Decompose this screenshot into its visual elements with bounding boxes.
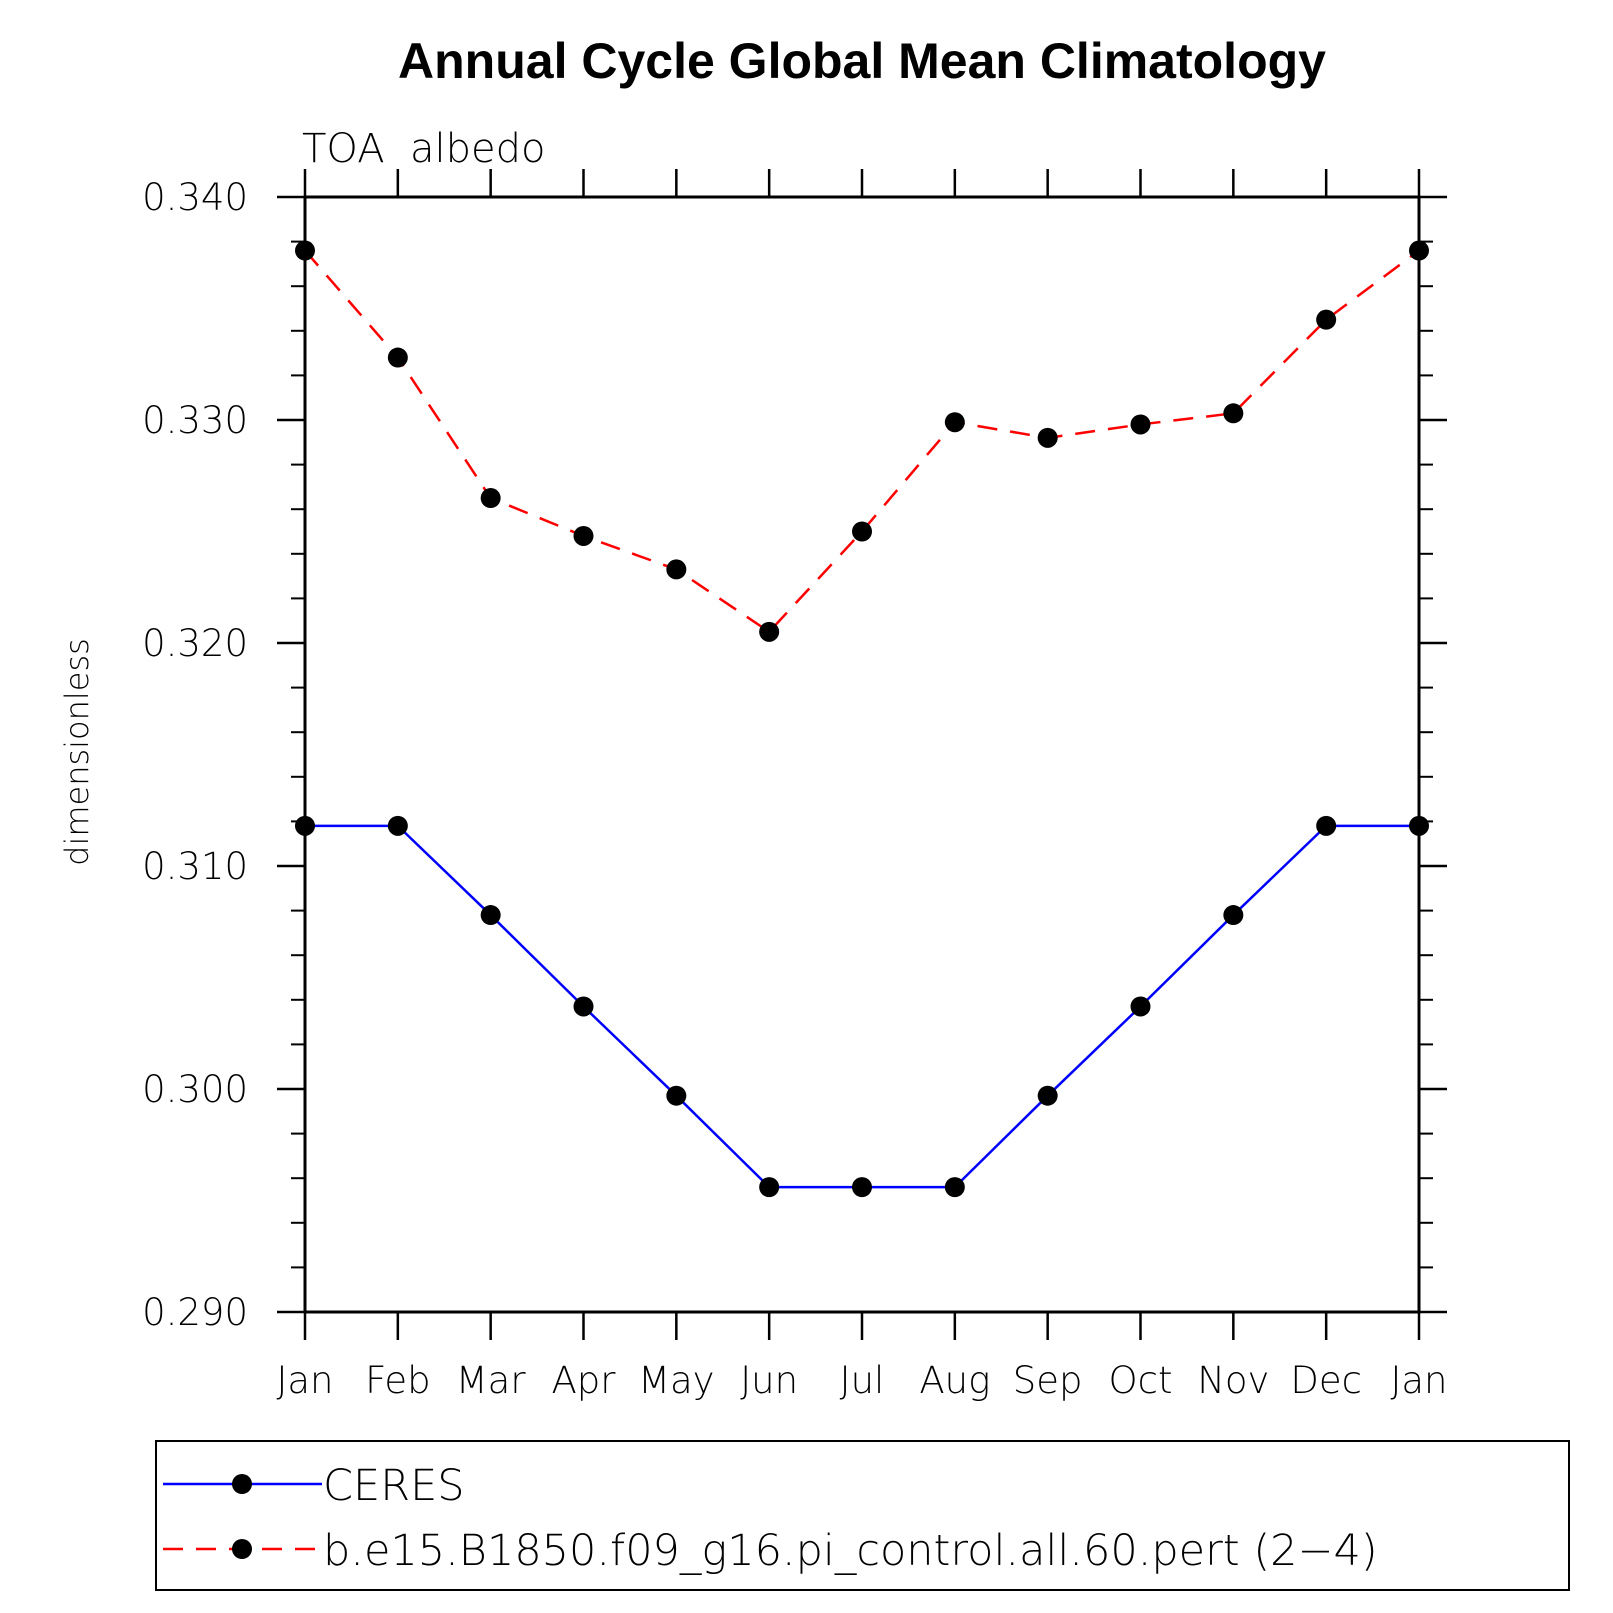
- legend-marker: [232, 1539, 252, 1559]
- x-tick-label: Mar: [456, 1359, 527, 1402]
- y-tick-label: 0.320: [142, 622, 248, 665]
- x-tick-label: May: [638, 1359, 715, 1402]
- data-point: [759, 621, 780, 642]
- x-tick-label: Jan: [276, 1359, 333, 1402]
- data-point: [1037, 1085, 1058, 1106]
- data-point: [944, 412, 965, 433]
- x-tick-label: Aug: [919, 1359, 990, 1402]
- data-point: [1316, 309, 1337, 330]
- x-tick-labels: Jan Feb Mar Apr May Jun Jul Aug Sep Oct Nov Dec Jan: [276, 1359, 1447, 1402]
- series-layer: [295, 240, 1429, 1198]
- x-tick-label: Jan: [1390, 1359, 1447, 1402]
- data-point: [387, 815, 408, 836]
- legend-label-1: b.e15.B1850.f09_g16.pi_control.all.60.pe…: [323, 1526, 1378, 1576]
- series-line-0: [305, 824, 1419, 1189]
- data-point: [852, 521, 872, 542]
- x-tick-label: Oct: [1109, 1359, 1173, 1402]
- data-point: [1409, 815, 1429, 836]
- legend: CERES b.e15.B1850.f09_g16.pi_control.all.…: [163, 1461, 1378, 1576]
- data-point: [295, 240, 315, 261]
- legend-label-0: CERES: [323, 1461, 465, 1511]
- data-point: [1316, 815, 1337, 836]
- data-point: [1130, 996, 1151, 1017]
- data-point: [480, 488, 501, 509]
- x-tick-label: Sep: [1013, 1359, 1083, 1402]
- data-point: [573, 996, 594, 1017]
- data-point: [1130, 414, 1151, 435]
- legend-marker: [232, 1474, 252, 1494]
- chart-title: Annual Cycle Global Mean Climatology: [398, 33, 1326, 89]
- data-point: [1223, 905, 1244, 926]
- x-tick-label: Dec: [1290, 1359, 1362, 1402]
- x-tick-label: Feb: [365, 1359, 431, 1402]
- x-tick-label: Nov: [1197, 1359, 1269, 1402]
- y-tick-label: 0.300: [142, 1068, 248, 1111]
- y-tick-label: 0.290: [142, 1291, 248, 1334]
- axis-ticks: [277, 169, 1447, 1340]
- data-point: [944, 1177, 965, 1198]
- data-point: [1409, 240, 1429, 261]
- data-point: [666, 559, 687, 580]
- data-point: [666, 1085, 687, 1106]
- y-axis-label: dimensionless: [58, 638, 96, 866]
- data-point: [1223, 403, 1244, 424]
- series-line-1: [304, 249, 1420, 634]
- data-point: [1037, 427, 1058, 448]
- legend-box: [155, 1440, 1570, 1591]
- x-tick-label: Jun: [740, 1359, 798, 1402]
- x-tick-label: Jul: [840, 1359, 885, 1402]
- y-tick-label: 0.310: [142, 845, 248, 888]
- plot-frame: [303, 195, 1421, 1314]
- x-tick-label: Apr: [551, 1359, 616, 1402]
- data-point: [295, 815, 315, 836]
- data-point: [573, 525, 594, 546]
- y-tick-labels: 0.290 0.300 0.310 0.320 0.330 0.340: [142, 176, 248, 1334]
- data-point: [852, 1177, 872, 1198]
- data-point: [759, 1177, 780, 1198]
- chart-subtitle: TOA albedo: [302, 126, 546, 172]
- data-point: [387, 347, 408, 368]
- y-tick-label: 0.330: [142, 399, 248, 442]
- y-tick-label: 0.340: [142, 176, 248, 219]
- data-point: [480, 905, 501, 926]
